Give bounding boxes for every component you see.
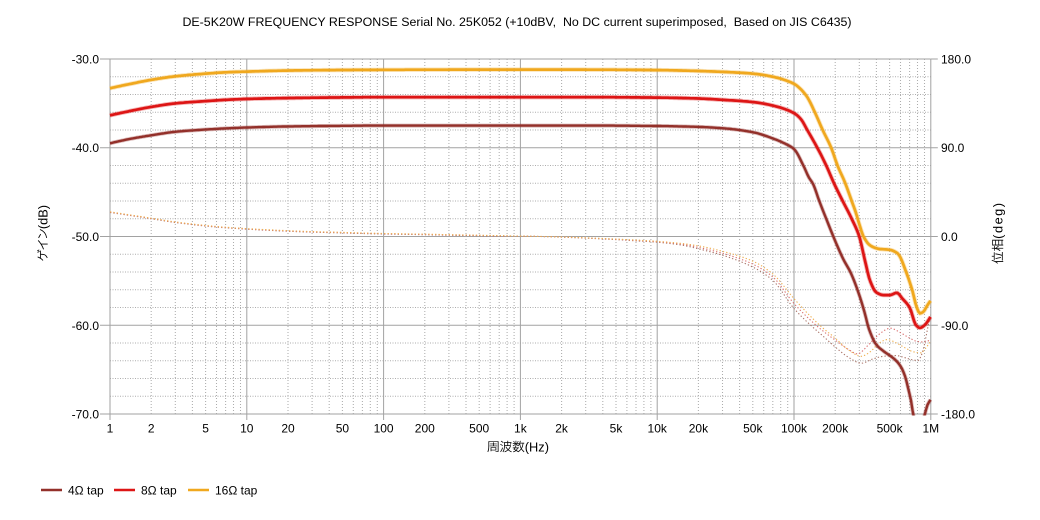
svg-text:5: 5: [202, 422, 209, 436]
svg-text:8Ω tap: 8Ω tap: [141, 484, 177, 498]
svg-text:100: 100: [374, 422, 394, 436]
svg-text:500: 500: [469, 422, 489, 436]
svg-text:-60.0: -60.0: [72, 319, 100, 333]
svg-text:50: 50: [336, 422, 350, 436]
svg-text:-40.0: -40.0: [72, 141, 100, 155]
svg-text:100k: 100k: [781, 422, 808, 436]
svg-text:1M: 1M: [922, 422, 939, 436]
svg-text:(deg): (deg): [990, 201, 1005, 238]
svg-text:(Hz): (Hz): [525, 439, 549, 454]
svg-text:5k: 5k: [610, 422, 624, 436]
svg-text:-180.0: -180.0: [941, 408, 975, 422]
svg-text:(dB): (dB): [35, 205, 50, 229]
svg-text:-30.0: -30.0: [72, 53, 100, 67]
svg-text:50k: 50k: [743, 422, 763, 436]
svg-text:500k: 500k: [877, 422, 904, 436]
svg-text:1: 1: [107, 422, 114, 436]
svg-text:0.0: 0.0: [941, 230, 958, 244]
svg-text:1k: 1k: [514, 422, 528, 436]
svg-text:20: 20: [281, 422, 295, 436]
svg-text:10: 10: [240, 422, 254, 436]
svg-text:16Ω tap: 16Ω tap: [215, 484, 258, 498]
svg-text:20k: 20k: [689, 422, 709, 436]
svg-text:-50.0: -50.0: [72, 230, 100, 244]
svg-text:180.0: 180.0: [941, 53, 971, 67]
svg-text:2k: 2k: [555, 422, 569, 436]
svg-text:-70.0: -70.0: [72, 408, 100, 422]
svg-text:10k: 10k: [648, 422, 668, 436]
svg-text:DE-5K20W FREQUENCY RESPONSE Se: DE-5K20W FREQUENCY RESPONSE Serial No. 2…: [182, 15, 851, 29]
svg-text:200: 200: [415, 422, 435, 436]
svg-text:-90.0: -90.0: [941, 319, 969, 333]
svg-text:200k: 200k: [822, 422, 849, 436]
svg-text:90.0: 90.0: [941, 141, 965, 155]
svg-text:4Ω tap: 4Ω tap: [68, 484, 104, 498]
svg-text:2: 2: [148, 422, 155, 436]
